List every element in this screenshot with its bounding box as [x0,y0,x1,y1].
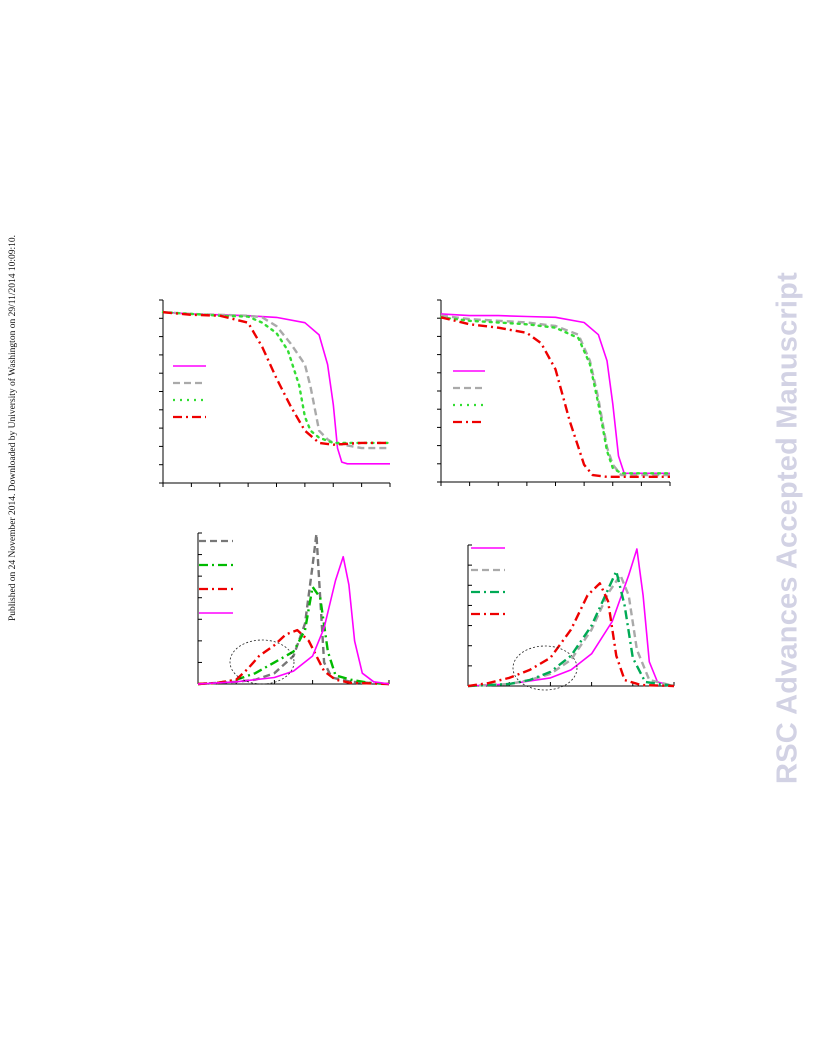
series-line-4 [440,316,670,478]
annotation-ellipse [512,645,578,691]
series-line-1 [197,532,390,686]
series-line-4 [162,311,390,446]
series-line-3 [467,570,675,688]
annotation-ellipse [229,639,295,685]
chart-bottom-right [467,544,675,691]
series-line-2 [440,314,670,477]
series-line-4 [467,582,675,688]
series-line-3 [197,628,390,686]
series-line-2 [197,585,390,686]
chart-bottom-left [197,532,390,686]
series-line-1 [440,313,670,475]
series-line-3 [439,316,672,475]
chart-top-right [437,299,672,486]
series-line-2 [162,311,390,450]
series-line-1 [467,548,675,687]
chart-top-left [159,299,392,487]
series-line-4 [197,555,390,685]
series-line-3 [161,311,392,445]
